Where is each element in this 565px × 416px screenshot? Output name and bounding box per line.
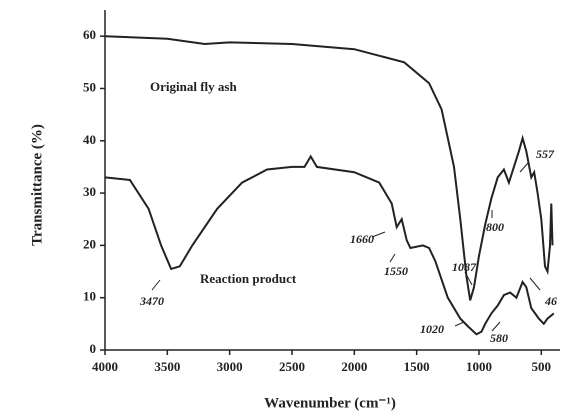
peak-label: 1550 [384, 264, 408, 278]
x-tick-label: 4000 [92, 359, 118, 374]
peak-arrow [519, 162, 529, 173]
x-tick-label: 1500 [404, 359, 430, 374]
x-tick-label: 3500 [154, 359, 180, 374]
x-tick-label: 1000 [466, 359, 492, 374]
y-tick-label: 30 [83, 184, 96, 199]
y-tick-label: 20 [83, 236, 96, 251]
x-tick-label: 2000 [341, 359, 367, 374]
legend-label: Original fly ash [150, 79, 237, 94]
peak-label: 800 [486, 220, 504, 234]
y-axis-label: Transmittance (%) [29, 124, 45, 246]
peak-label: 580 [490, 331, 508, 345]
peak-label: 46 [544, 294, 557, 308]
peak-arrow [529, 277, 541, 291]
peak-label: 3470 [139, 294, 164, 308]
peak-arrow [389, 253, 396, 263]
peak-arrow [491, 321, 501, 332]
y-tick-label: 60 [83, 27, 96, 42]
peak-label: 557 [536, 147, 555, 161]
x-axis-label: Wavenumber (cm⁻¹) [264, 395, 396, 411]
peak-label: 1087 [452, 260, 477, 274]
series-line [104, 154, 555, 336]
peak-arrow [464, 271, 473, 286]
x-tick-label: 500 [532, 359, 552, 374]
y-tick-label: 0 [90, 341, 97, 356]
peak-arrow [371, 231, 386, 238]
y-tick-label: 10 [83, 289, 96, 304]
y-tick-label: 40 [83, 132, 96, 147]
legend-label: Reaction product [200, 271, 297, 286]
y-tick-label: 50 [83, 79, 96, 94]
x-tick-label: 3000 [217, 359, 243, 374]
peak-arrow [151, 279, 161, 291]
peak-label: 1020 [420, 322, 444, 336]
x-tick-label: 2500 [279, 359, 305, 374]
series-line [104, 35, 554, 301]
peak-arrow [454, 321, 465, 327]
peak-label: 1660 [350, 232, 374, 246]
